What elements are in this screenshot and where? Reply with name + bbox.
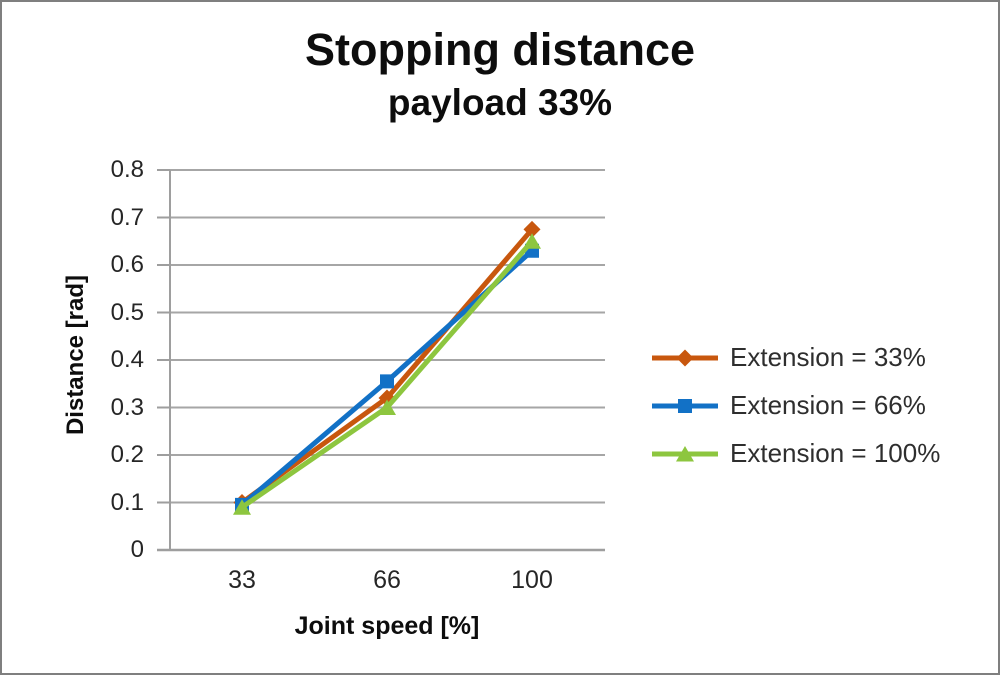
triangle-marker-icon (378, 399, 396, 415)
diamond-marker-icon (523, 220, 541, 238)
legend-triangle-sample-icon (652, 445, 718, 461)
legend-label: Extension = 100% (730, 438, 941, 468)
y-tick-label: 0.3 (110, 393, 144, 421)
y-tick-label: 0 (130, 536, 144, 563)
x-tick-label: 66 (373, 566, 401, 594)
triangle-marker-icon (233, 499, 251, 515)
y-tick-label: 0.2 (110, 441, 144, 468)
y-tick-label: 0.8 (110, 156, 144, 183)
diamond-marker-icon (676, 349, 694, 366)
legend-item: Extension = 66% (650, 390, 940, 421)
triangle-marker-icon (676, 445, 694, 461)
legend-item: Extension = 33% (650, 342, 940, 373)
y-tick-label: 0.6 (110, 251, 144, 278)
x-tick-label: 33 (228, 566, 256, 594)
legend-label: Extension = 33% (730, 342, 926, 372)
triangle-marker-icon (523, 233, 541, 249)
legend-label: Extension = 66% (730, 390, 926, 420)
x-tick-label: 100 (511, 566, 553, 594)
y-tick-label: 0.4 (110, 346, 144, 373)
legend-diamond-sample-icon (652, 349, 718, 366)
y-tick-label: 0.1 (110, 488, 144, 516)
legend-item: Extension = 100% (650, 438, 940, 469)
x-axis-tick-labels: 33 66 100 (2, 566, 998, 596)
square-marker-icon (678, 398, 692, 413)
y-tick-label: 0.5 (110, 298, 144, 326)
chart-subtitle: payload 33% (387, 82, 613, 123)
square-marker-icon (380, 374, 394, 389)
legend: Extension = 33% Extension = 66% Extension … (650, 342, 940, 469)
x-axis-title: Joint speed [%] (294, 612, 480, 640)
chart-title: Stopping distance (304, 24, 695, 75)
legend-square-sample-icon (652, 398, 718, 413)
y-tick-label: 0.7 (110, 203, 144, 231)
